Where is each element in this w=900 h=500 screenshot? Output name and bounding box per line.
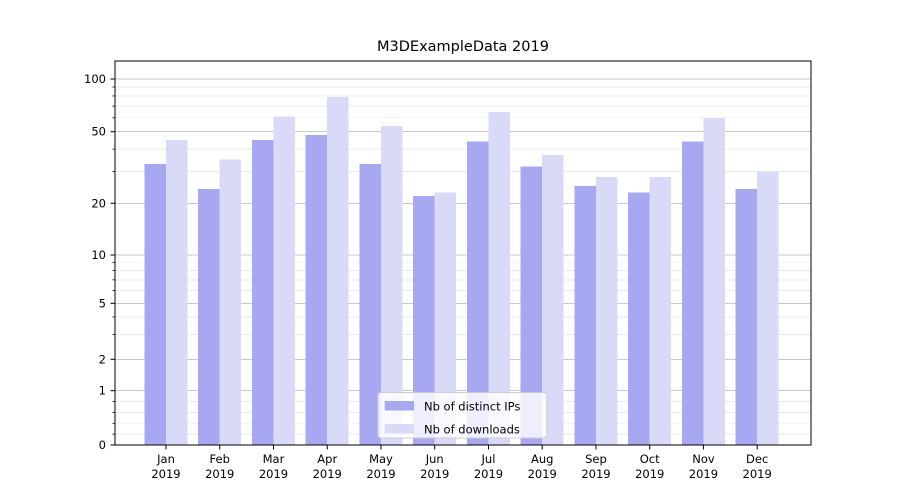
bar-nb-of-distinct-ips-jul-2019 xyxy=(466,141,489,446)
y-axis-tick-label: 0 xyxy=(99,438,106,452)
x-axis-tick-label-month: Jul xyxy=(481,452,496,466)
x-axis-tick-label-year: 2019 xyxy=(635,467,664,481)
bar-nb-of-distinct-ips-dec-2019 xyxy=(735,189,758,445)
y-axis-tick-label: 20 xyxy=(91,196,106,210)
plot-border xyxy=(114,60,812,446)
x-axis-tick-label-month: Apr xyxy=(317,452,337,466)
bar-nb-of-downloads-feb-2019 xyxy=(219,159,242,445)
bar-nb-of-distinct-ips-aug-2019 xyxy=(520,166,543,446)
x-axis-tick-label-month: Sep xyxy=(585,452,607,466)
bar-nb-of-downloads-may-2019 xyxy=(380,125,403,446)
bar-nb-of-downloads-apr-2019 xyxy=(327,96,349,446)
y-axis-tick-label: 1 xyxy=(99,384,106,398)
bar-nb-of-distinct-ips-oct-2019 xyxy=(628,192,650,445)
bar-nb-of-downloads-sep-2019 xyxy=(595,177,618,445)
x-axis-tick-label-month: Aug xyxy=(531,452,553,466)
x-axis-tick-label-year: 2019 xyxy=(313,467,342,481)
x-axis-tick-label-year: 2019 xyxy=(528,467,557,481)
x-axis-tick-label-month: Feb xyxy=(210,452,230,466)
x-axis-tick-label-year: 2019 xyxy=(366,467,395,481)
x-axis-tick-label-year: 2019 xyxy=(151,467,180,481)
x-axis-tick-label-month: Nov xyxy=(692,452,715,466)
x-axis-tick-label-year: 2019 xyxy=(474,467,503,481)
bar-nb-of-downloads-dec-2019 xyxy=(757,171,779,445)
bar-nb-of-distinct-ips-jan-2019 xyxy=(144,164,166,445)
y-axis-tick-label: 5 xyxy=(99,296,106,310)
x-axis-tick-label-month: May xyxy=(369,452,393,466)
x-axis-tick-label-year: 2019 xyxy=(581,467,610,481)
legend-swatch-nb-of-downloads xyxy=(384,424,414,434)
y-axis-tick-label: 50 xyxy=(91,125,106,139)
bar-nb-of-downloads-jul-2019 xyxy=(488,111,510,445)
legend-swatch-nb-of-distinct-ips xyxy=(384,401,414,411)
x-axis-tick-label-year: 2019 xyxy=(259,467,288,481)
x-axis-tick-label-month: Jan xyxy=(156,452,175,466)
y-axis-tick-label: 100 xyxy=(84,72,106,86)
bar-nb-of-downloads-oct-2019 xyxy=(649,177,672,445)
x-axis-tick-label-month: Dec xyxy=(746,452,768,466)
x-axis-tick-label-year: 2019 xyxy=(689,467,718,481)
x-axis-tick-label-month: Mar xyxy=(263,452,285,466)
bar-nb-of-downloads-aug-2019 xyxy=(542,155,564,445)
bar-nb-of-downloads-jan-2019 xyxy=(166,139,188,445)
legend-label-nb-of-distinct-ips: Nb of distinct IPs xyxy=(424,400,520,414)
bar-nb-of-downloads-nov-2019 xyxy=(703,117,725,446)
bar-nb-of-distinct-ips-nov-2019 xyxy=(681,141,704,446)
bar-nb-of-distinct-ips-jun-2019 xyxy=(413,195,435,445)
bar-nb-of-distinct-ips-sep-2019 xyxy=(574,185,596,445)
x-axis-tick-label-month: Oct xyxy=(640,452,660,466)
legend-box xyxy=(377,392,548,439)
x-axis-tick-label-month: Jun xyxy=(425,452,444,466)
bar-nb-of-distinct-ips-feb-2019 xyxy=(198,189,220,445)
bar-nb-of-distinct-ips-apr-2019 xyxy=(305,134,328,445)
bar-nb-of-distinct-ips-may-2019 xyxy=(359,164,381,445)
bar-nb-of-distinct-ips-mar-2019 xyxy=(251,139,274,445)
bar-nb-of-downloads-jun-2019 xyxy=(434,192,457,445)
y-axis-tick-label: 10 xyxy=(91,248,106,262)
legend-label-nb-of-downloads: Nb of downloads xyxy=(424,423,520,437)
x-axis-tick-label-year: 2019 xyxy=(743,467,772,481)
y-axis-tick-label: 2 xyxy=(99,352,106,366)
x-axis-tick-label-year: 2019 xyxy=(205,467,234,481)
chart-title: M3DExampleData 2019 xyxy=(377,39,549,55)
bar-nb-of-downloads-mar-2019 xyxy=(273,116,295,445)
x-axis-tick-label-year: 2019 xyxy=(420,467,449,481)
